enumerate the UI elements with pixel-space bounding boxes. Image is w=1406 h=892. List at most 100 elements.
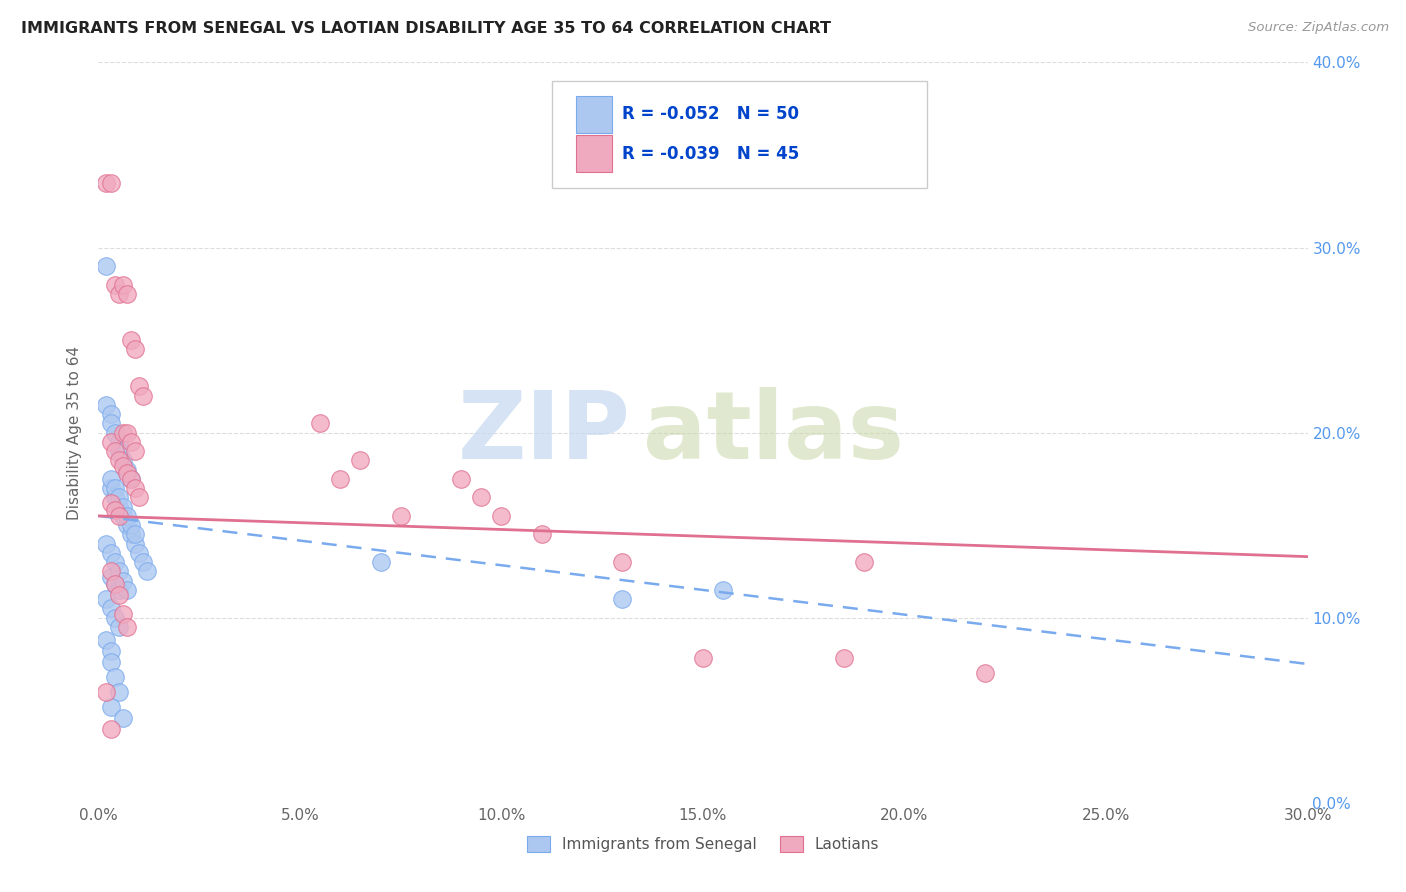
Point bbox=[103, 425, 125, 440]
Point bbox=[100, 472, 122, 486]
Point bbox=[128, 491, 150, 505]
Text: ZIP: ZIP bbox=[457, 386, 630, 479]
Point bbox=[96, 685, 118, 699]
Point bbox=[115, 462, 138, 476]
Point bbox=[100, 546, 122, 560]
Point bbox=[96, 632, 118, 647]
Point bbox=[100, 407, 122, 421]
Point bbox=[111, 508, 134, 523]
Point bbox=[96, 398, 118, 412]
Point bbox=[124, 444, 146, 458]
Point bbox=[103, 577, 125, 591]
Point bbox=[100, 565, 122, 579]
Point bbox=[107, 565, 129, 579]
Point bbox=[107, 286, 129, 301]
FancyBboxPatch shape bbox=[576, 95, 613, 133]
Point bbox=[107, 620, 129, 634]
Point bbox=[124, 481, 146, 495]
Point bbox=[128, 379, 150, 393]
Point bbox=[115, 286, 138, 301]
Point bbox=[103, 577, 125, 591]
Point bbox=[115, 518, 138, 533]
Point bbox=[115, 425, 138, 440]
Point bbox=[100, 176, 122, 190]
Point bbox=[107, 444, 129, 458]
Point bbox=[389, 508, 412, 523]
FancyBboxPatch shape bbox=[576, 135, 613, 172]
Point bbox=[612, 592, 634, 607]
Text: R = -0.039   N = 45: R = -0.039 N = 45 bbox=[621, 145, 799, 162]
Point bbox=[100, 434, 122, 449]
Point bbox=[115, 620, 138, 634]
Point bbox=[107, 500, 129, 514]
Text: IMMIGRANTS FROM SENEGAL VS LAOTIAN DISABILITY AGE 35 TO 64 CORRELATION CHART: IMMIGRANTS FROM SENEGAL VS LAOTIAN DISAB… bbox=[21, 21, 831, 37]
Point bbox=[115, 582, 138, 597]
Point bbox=[128, 546, 150, 560]
Point bbox=[107, 685, 129, 699]
Point bbox=[100, 699, 122, 714]
Point bbox=[115, 508, 138, 523]
Point bbox=[470, 491, 492, 505]
Point bbox=[111, 711, 134, 725]
Point bbox=[103, 481, 125, 495]
Point bbox=[100, 496, 122, 510]
Point bbox=[111, 574, 134, 588]
Text: R = -0.052   N = 50: R = -0.052 N = 50 bbox=[621, 105, 799, 123]
Point bbox=[100, 481, 122, 495]
Point bbox=[100, 644, 122, 658]
Point bbox=[853, 555, 876, 569]
Point bbox=[103, 444, 125, 458]
Text: atlas: atlas bbox=[643, 386, 904, 479]
Point bbox=[96, 176, 118, 190]
Point bbox=[115, 467, 138, 481]
Point bbox=[612, 555, 634, 569]
Point bbox=[135, 565, 157, 579]
Point bbox=[107, 589, 129, 603]
Point bbox=[96, 592, 118, 607]
Point bbox=[132, 555, 155, 569]
Point bbox=[120, 527, 142, 541]
Point bbox=[107, 453, 129, 467]
Point bbox=[107, 508, 129, 523]
Point bbox=[100, 570, 122, 584]
Point bbox=[111, 458, 134, 473]
Point bbox=[111, 453, 134, 467]
Point bbox=[120, 333, 142, 347]
Point bbox=[111, 277, 134, 292]
Point bbox=[100, 655, 122, 669]
Point bbox=[120, 434, 142, 449]
Point bbox=[100, 417, 122, 431]
Point bbox=[120, 472, 142, 486]
Point bbox=[132, 388, 155, 402]
Point bbox=[96, 536, 118, 550]
Point bbox=[692, 651, 714, 665]
Point bbox=[107, 434, 129, 449]
Point bbox=[107, 491, 129, 505]
FancyBboxPatch shape bbox=[551, 81, 927, 188]
Point bbox=[107, 582, 129, 597]
Point bbox=[100, 722, 122, 736]
Y-axis label: Disability Age 35 to 64: Disability Age 35 to 64 bbox=[67, 345, 83, 520]
Point bbox=[111, 500, 134, 514]
Point bbox=[103, 555, 125, 569]
Point bbox=[103, 277, 125, 292]
Point bbox=[103, 503, 125, 517]
Point bbox=[491, 508, 513, 523]
Point bbox=[103, 610, 125, 624]
Legend: Immigrants from Senegal, Laotians: Immigrants from Senegal, Laotians bbox=[520, 830, 886, 858]
Point bbox=[370, 555, 392, 569]
Point bbox=[309, 417, 332, 431]
Point bbox=[974, 666, 997, 681]
Point bbox=[124, 343, 146, 357]
Text: Source: ZipAtlas.com: Source: ZipAtlas.com bbox=[1249, 21, 1389, 35]
Point bbox=[711, 582, 734, 597]
Point bbox=[349, 453, 371, 467]
Point bbox=[832, 651, 855, 665]
Point bbox=[120, 472, 142, 486]
Point bbox=[124, 536, 146, 550]
Point bbox=[530, 527, 553, 541]
Point bbox=[103, 670, 125, 684]
Point bbox=[120, 518, 142, 533]
Point bbox=[329, 472, 352, 486]
Point bbox=[111, 425, 134, 440]
